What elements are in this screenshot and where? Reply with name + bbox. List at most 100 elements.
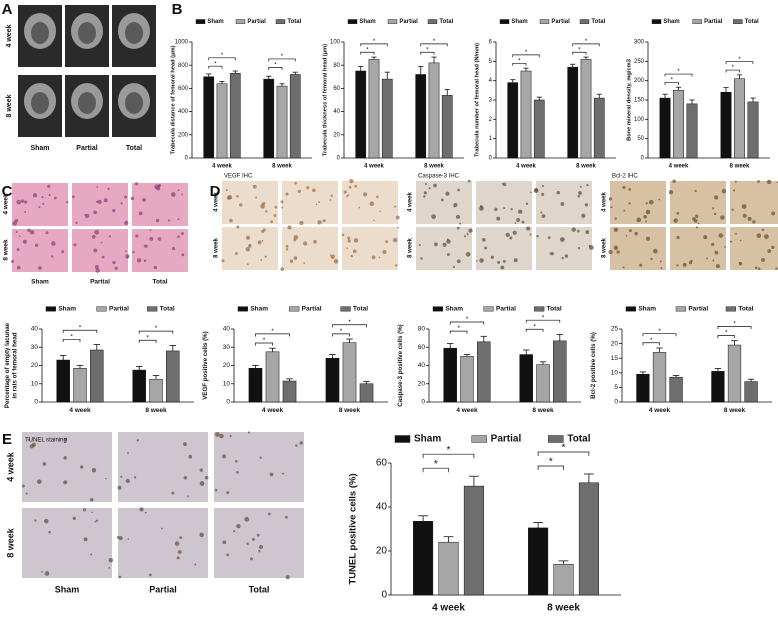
texture xyxy=(142,198,146,202)
x-tick-label: 4 week xyxy=(212,163,232,169)
texture xyxy=(650,257,653,261)
texture xyxy=(643,214,647,219)
texture xyxy=(270,220,274,224)
texture xyxy=(34,519,37,522)
texture xyxy=(174,541,180,546)
bone-inner xyxy=(31,22,49,44)
texture xyxy=(622,266,625,269)
bar xyxy=(744,381,758,403)
significance-label: * xyxy=(79,324,82,331)
error-bar xyxy=(747,378,755,382)
significance-label: * xyxy=(533,323,536,330)
significance-label: * xyxy=(562,443,566,454)
error-bar xyxy=(152,375,160,380)
bar xyxy=(56,359,70,403)
legend-swatch xyxy=(625,306,636,312)
texture xyxy=(715,264,720,269)
texture xyxy=(431,214,436,220)
texture xyxy=(512,230,517,235)
texture xyxy=(143,244,146,247)
panel-letter: B xyxy=(172,1,183,18)
y-axis-label: TUNEL positive cells (%) xyxy=(348,473,359,584)
error-bar xyxy=(384,71,390,80)
significance-bracket xyxy=(449,321,485,325)
texture xyxy=(249,557,253,561)
error-bar xyxy=(232,70,238,74)
texture xyxy=(90,553,93,556)
texture xyxy=(294,181,298,185)
texture xyxy=(577,194,581,198)
legend-label: Total xyxy=(287,19,301,25)
bar xyxy=(720,92,732,159)
texture xyxy=(347,194,350,197)
y-tick-label: 0 xyxy=(641,156,645,162)
significance-bracket xyxy=(360,43,388,47)
micrograph xyxy=(118,508,208,578)
texture xyxy=(395,264,398,267)
texture xyxy=(280,200,284,204)
legend-label: Partial xyxy=(491,434,522,445)
texture xyxy=(767,249,772,253)
texture xyxy=(107,187,110,191)
texture xyxy=(126,256,129,259)
texture xyxy=(673,218,678,223)
texture xyxy=(61,250,65,254)
error-bar xyxy=(639,371,647,375)
bar xyxy=(727,344,742,403)
micrograph xyxy=(214,508,304,578)
error-bar xyxy=(533,522,543,528)
texture xyxy=(330,254,335,259)
texture xyxy=(221,259,225,263)
y-tick-label: 5 xyxy=(614,384,618,391)
error-bar xyxy=(463,354,471,357)
texture xyxy=(295,444,298,447)
significance-bracket xyxy=(420,43,448,47)
texture xyxy=(561,256,564,260)
texture xyxy=(94,229,100,235)
y-tick-label: 600 xyxy=(178,86,189,92)
bar xyxy=(441,95,453,159)
legend-label: Sham xyxy=(207,19,223,25)
error-bar xyxy=(292,71,298,75)
texture xyxy=(236,470,239,474)
texture xyxy=(322,219,326,223)
significance-label: * xyxy=(70,333,73,340)
significance-label: * xyxy=(263,337,266,344)
texture xyxy=(177,235,180,239)
texture xyxy=(645,209,651,215)
legend-swatch xyxy=(539,19,550,24)
significance-label: * xyxy=(271,328,274,335)
y-tick-label: 50 xyxy=(637,136,644,142)
error-bar xyxy=(672,375,680,378)
bar xyxy=(520,70,532,159)
texture xyxy=(93,248,98,253)
texture xyxy=(362,192,368,197)
texture xyxy=(234,460,238,463)
significance-bracket xyxy=(332,324,367,328)
texture xyxy=(395,215,400,220)
error-bar xyxy=(269,347,276,352)
texture xyxy=(233,530,236,533)
y-tick-label: 400 xyxy=(178,109,189,115)
y-tick-label: 0 xyxy=(489,156,493,162)
texture xyxy=(45,231,49,235)
significance-label: * xyxy=(671,78,674,84)
texture xyxy=(16,248,20,252)
legend-swatch xyxy=(733,19,743,24)
error-bar xyxy=(266,75,272,80)
texture xyxy=(420,257,423,260)
texture xyxy=(562,238,565,240)
texture xyxy=(127,538,130,540)
texture xyxy=(712,259,715,262)
y-axis-label: Trabecula number of femoral head (N/mm) xyxy=(474,43,480,157)
texture xyxy=(676,211,680,215)
texture xyxy=(289,259,294,263)
significance-bracket xyxy=(208,57,236,61)
texture xyxy=(536,234,539,238)
texture xyxy=(560,202,565,206)
bar xyxy=(248,367,263,403)
significance-label: * xyxy=(281,54,284,60)
texture xyxy=(453,205,456,208)
y-tick-label: 40 xyxy=(333,109,340,115)
micrograph xyxy=(282,181,338,224)
